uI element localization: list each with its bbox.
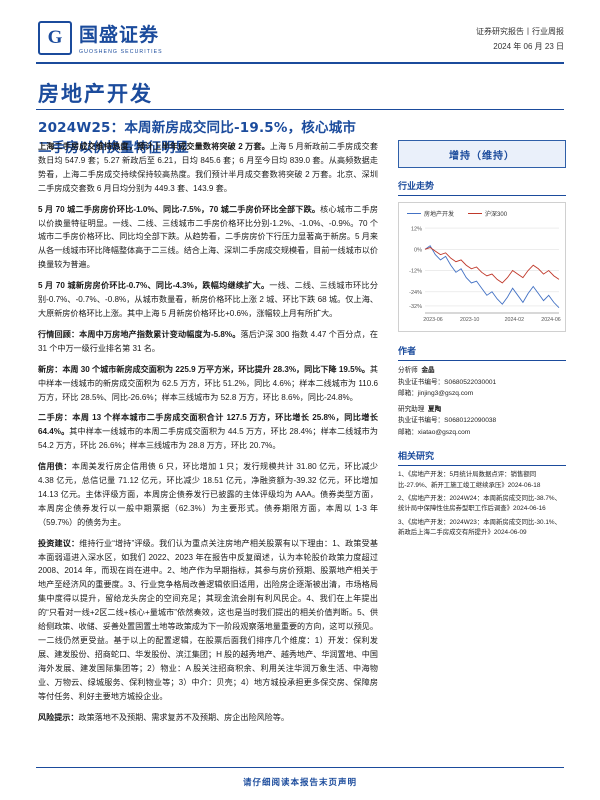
paragraph-lead: 风险提示：	[38, 712, 79, 722]
paragraph-text: 维持行业“增持”评级。我们认为重点关注房地产相关股票有以下理由：1、政策受基本面…	[38, 538, 378, 701]
report-type: 证券研究报告丨行业周报	[476, 27, 564, 36]
paragraph-text: 落后沪深 300 指数 4.47 个百分点，在 31 个中万一级行业排名第 31…	[38, 329, 378, 353]
section-title-related: 相关研究	[398, 449, 566, 467]
paragraph-lead: 二手房：本周 13 个样本城市二手房成交面积合计 127.5 万方，环比增长 2…	[38, 413, 378, 437]
page-title: 房地产开发	[38, 82, 153, 106]
analyst-1-email: 邮箱：xiatao@gszq.com	[398, 428, 471, 436]
paragraph: 行情回顾：本周中万房地产指数累计变动幅度为-5.8%。落后沪深 300 指数 4…	[38, 328, 378, 356]
analyst-1-name: 研究助理 夏陶	[398, 405, 442, 413]
paragraph-lead: 新房：本周 30 个城市新房成交面积为 225.9 万平方米，环比提升 28.3…	[38, 364, 370, 374]
paragraph-lead: 行情回顾：本周中万房地产指数累计变动幅度为-5.8%。	[38, 329, 241, 339]
analyst-block: 分析师 金晶 执业证书编号：S0680522030001 邮箱：jinjing3…	[398, 365, 566, 438]
page-subtitle: 2024W25：本周新房成交同比-19.5%，核心城市二手房以价换量特征明显	[38, 120, 357, 156]
analyst-0-cert: 执业证书编号：S0680522030001	[398, 378, 497, 386]
logo-company-name-cn: 国盛证券	[79, 24, 160, 46]
legend-item-0: 房地产开发	[407, 209, 454, 218]
paragraph-lead: 5 月 70 城新房房价环比-0.7%、同比-4.3%，跌幅均继续扩大。	[38, 281, 270, 291]
analyst-0-email: 邮箱：jinjing3@gszq.com	[398, 390, 474, 398]
status-badge: 增持（维持）	[398, 140, 566, 168]
paragraph-text: 核心城市二手房以价换量特征明显。一线、二线、三线城市二手房价格环比分别-1.2%…	[38, 204, 378, 270]
header-meta: 证券研究报告丨行业周报 2024 年 06 月 23 日	[476, 24, 564, 54]
paragraph-lead: 上海二手房成交维持热度，预计上半年成交量数将突破 2 万套。	[38, 142, 270, 151]
paragraph: 信用债：本周美发行房企信用债 6 只，环比增加 1 只；发行规模共计 31.80…	[38, 460, 378, 530]
list-item[interactable]: 3、《房地产开发：2024W23：本周新房成交同比-30.1%、新政后上海二手房…	[398, 518, 561, 537]
section-title-trend: 行业走势	[398, 179, 566, 196]
paragraph: 二手房：本周 13 个样本城市二手房成交面积合计 127.5 万方，环比增长 2…	[38, 411, 378, 453]
paragraph: 上海二手房成交维持热度，预计上半年成交量数将突破 2 万套。上海 5 月新政前二…	[38, 140, 378, 196]
sidebar: 增持（维持） 行业走势 房地产开发 沪深300 12% 0% -12% -24% -32…	[398, 140, 566, 541]
paragraph: 风险提示：政策落地不及预期、需求复苏不及预期、房企出险风险等。	[38, 711, 378, 725]
page-header: G 国盛证券 GUOSHENG SECURITIES 证券研究报告丨行业周报 2…	[0, 0, 600, 62]
list-item[interactable]: 1、《房地产开发：5月统计局数据点评：销售额同比-27.9%、新开工施工竣工继续…	[398, 471, 541, 489]
paragraph: 5 月 70 城新房房价环比-0.7%、同比-4.3%，跌幅均继续扩大。一线、二…	[38, 279, 378, 321]
analyst-1-cert: 执业证书编号：S0680122090038	[398, 417, 497, 425]
svg-text:2023-10: 2023-10	[460, 317, 479, 323]
header-divider	[36, 62, 564, 64]
svg-text:-24%: -24%	[409, 290, 422, 296]
paragraph-text: 其中样本一线城市的新房成交面积为 62.5 万方，环比 51.2%，同比 4.6…	[38, 364, 378, 402]
logo-mark-icon: G	[38, 20, 72, 55]
related-research-list: 1、《房地产开发：5月统计局数据点评：销售额同比-27.9%、新开工施工竣工继续…	[398, 470, 566, 538]
analyst-0-name: 分析师 金晶	[398, 367, 435, 374]
chart-legend: 房地产开发 沪深300	[407, 207, 561, 219]
svg-text:2023-06: 2023-06	[423, 317, 442, 323]
svg-text:2024-06: 2024-06	[541, 317, 560, 323]
legend-item-1: 沪深300	[468, 209, 507, 218]
footer-note: 请仔细阅读本报告末页声明	[242, 777, 357, 787]
paragraph-text: 本周美发行房企信用债 6 只，环比增加 1 只；发行规模共计 31.80 亿元，…	[38, 462, 378, 527]
logo-company-name-en: GUOSHENG SECURITIES	[79, 49, 163, 55]
paragraph-text: 政策落地不及预期、需求复苏不及预期、房企出险风险等。	[78, 712, 289, 722]
industry-trend-chart: 房地产开发 沪深300 12% 0% -12% -24% -32% 2023-06 2023…	[398, 202, 566, 332]
report-date: 2024 年 06 月 23 日	[493, 42, 564, 52]
paragraph-lead: 5 月 70 城二手房房价环比-1.0%、同比-7.5%，70 城二手房价环比全…	[38, 204, 321, 214]
logo-text: 国盛证券 GUOSHENG SECURITIES	[79, 20, 163, 55]
chart-canvas: 12% 0% -12% -24% -32% 2023-06 2023-10 2024-02 20…	[409, 226, 561, 323]
paragraph-lead: 投资建议：	[38, 538, 80, 548]
section-title-authors: 作者	[398, 344, 566, 361]
brand-logo: G 国盛证券 GUOSHENG SECURITIES	[38, 20, 163, 55]
paragraph-text: 一线、二线、三线城市环比分别-0.7%、-0.7%、-0.8%，从城市数量看，新…	[38, 281, 378, 318]
svg-text:-32%: -32%	[409, 304, 422, 310]
paragraph: 新房：本周 30 个城市新房成交面积为 225.9 万平方米，环比提升 28.3…	[38, 363, 378, 405]
article-body: 上海二手房成交维持热度，预计上半年成交量数将突破 2 万套。上海 5 月新政前二…	[38, 140, 378, 731]
svg-text:2024-02: 2024-02	[505, 317, 524, 323]
svg-text:0%: 0%	[414, 248, 422, 254]
title-divider	[36, 109, 564, 110]
paragraph: 5 月 70 城二手房房价环比-1.0%、同比-7.5%，70 城二手房价环比全…	[38, 203, 378, 273]
footer-divider	[36, 766, 564, 768]
paragraph-lead: 信用债：	[38, 462, 72, 472]
svg-text:12%: 12%	[411, 226, 422, 232]
paragraph-text: 上海 5 月新政前二手房成交套数日均 547.9 套；5.27 新政后至 6.2…	[38, 142, 378, 193]
paragraph-text: 其中样本一线城市的本周二手房成交面积为 44.5 万方，环比 28.4%；样本二…	[38, 427, 378, 451]
paragraph: 投资建议：维持行业“增持”评级。我们认为重点关注房地产相关股票有以下理由：1、政…	[38, 537, 378, 704]
list-item[interactable]: 2、《房地产开发：2024W24：本周新房成交同比-38.7%、统计局中保障性住…	[398, 494, 561, 513]
svg-text:-12%: -12%	[409, 269, 422, 275]
